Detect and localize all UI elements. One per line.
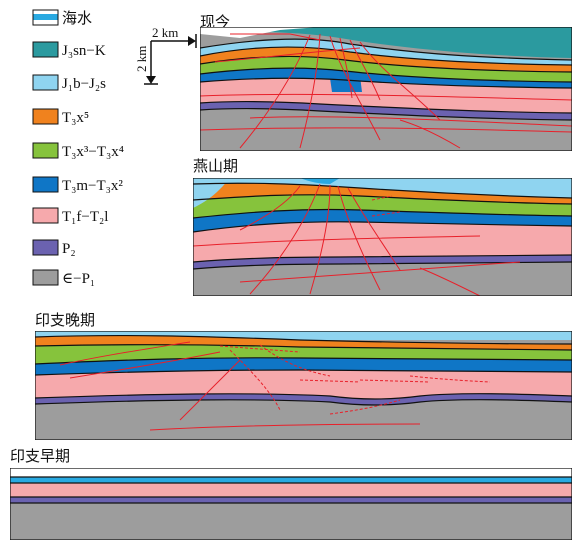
fault-lines [59,341,491,431]
legend-item-seawater: 海水 [32,9,92,27]
legend-label: T₃m−T₃x² [62,178,123,194]
section-present [200,27,572,151]
legend-label: P₂ [62,241,76,257]
arrow-right-icon [188,36,196,46]
stage-label-early-indosinian: 印支早期 [10,447,70,465]
legend-item-j3sn-k: J₃sn−K [32,41,106,59]
stage-label-yanshan: 燕山期 [193,157,238,175]
scale-bar: 2 km 2 km [134,25,197,85]
scale-horizontal-label: 2 km [152,25,178,40]
legend-item-cam-p1: ∈−P₁ [32,269,95,287]
legend-label: J₁b−J₂s [62,76,106,92]
section-late-indosinian [35,331,572,440]
legend-label: ∈−P₁ [62,271,95,287]
fault-lines [193,183,521,296]
legend-item-j1b-j2s: J₁b−J₂s [32,74,106,92]
legend-label: J₃sn−K [62,43,106,59]
scale-vertical-label: 2 km [134,46,149,72]
stage-label-late-indosinian: 印支晚期 [35,311,95,329]
fault-lines [200,33,572,149]
arrow-down-icon [146,76,156,84]
legend-item-t1f-t2l: T₁f−T₂l [32,207,108,225]
legend-label: T₃x⁵ [62,110,89,126]
legend-label: T₁f−T₂l [62,209,108,225]
legend-label: T₃x³−T₃x⁴ [62,144,124,160]
stage-label-present: 现今 [200,13,230,31]
section-early-indosinian [10,468,572,540]
legend: 海水 J₃sn−K J₁b−J₂s T₃x⁵ T₃x³−T₃x⁴ T₃m−T₃x… [32,9,124,287]
section-yanshan [193,178,572,296]
legend-item-t3x5: T₃x⁵ [32,108,89,126]
legend-item-t3x3-t3x4: T₃x³−T₃x⁴ [32,142,124,160]
legend-label: 海水 [62,10,92,27]
legend-item-t3m-t3x2: T₃m−T₃x² [32,176,123,194]
legend-item-p2: P₂ [32,239,76,257]
